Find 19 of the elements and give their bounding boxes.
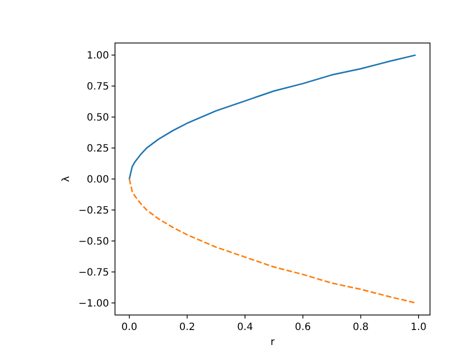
line-series (128, 178, 416, 304)
y-axis-title: λ (61, 176, 72, 182)
x-tick-label: 1.0 (410, 322, 427, 333)
y-tick-label: −1.00 (78, 298, 109, 310)
x-tick-label: 0.8 (352, 322, 369, 333)
x-axis-title: r (270, 337, 276, 348)
y-tick-label: 0.25 (86, 144, 109, 155)
y-tick-label: −0.75 (78, 267, 109, 278)
x-tick-label: 0.2 (179, 322, 196, 333)
x-tick-label: 0.0 (121, 322, 138, 333)
x-tick-label: 0.4 (237, 322, 253, 333)
y-tick-label: 0.50 (86, 112, 109, 124)
y-tick-label: −0.25 (78, 205, 109, 216)
line-series (128, 54, 416, 180)
y-tick-label: 0.75 (86, 82, 109, 93)
y-tick-label: 0.00 (86, 174, 109, 186)
y-tick-label: 1.00 (86, 50, 109, 62)
y-tick-label: −0.50 (78, 236, 109, 248)
x-tick-label: 0.6 (294, 322, 311, 333)
